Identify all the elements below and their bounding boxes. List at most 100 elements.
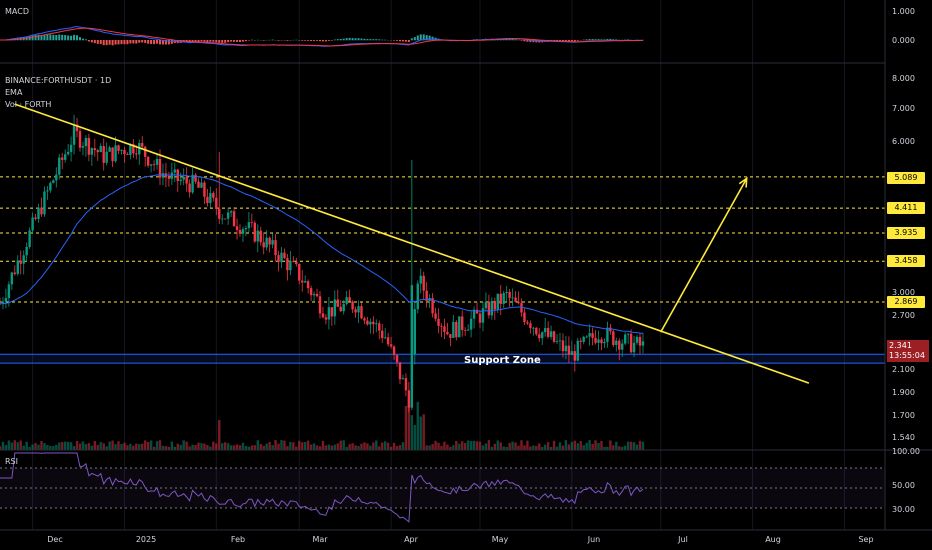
volume-bar [538,443,541,450]
candle-body [463,329,467,331]
price-axis-label: 2.100 [892,365,915,374]
volume-bar [496,440,499,450]
macd-bar [206,40,209,43]
volume-bar [280,440,283,450]
volume-bar [523,445,526,450]
volume-bar [164,446,168,450]
macd-bar [250,39,253,41]
volume-bar [81,441,85,450]
volume-bar [529,446,532,450]
volume-bar [312,443,316,450]
volume-bar [615,441,618,450]
volume-bar [4,445,8,450]
volume-bar [277,443,280,450]
volume-bar [170,441,174,450]
candle-body [573,351,577,361]
candle-body [535,327,538,335]
volume-bar [440,446,443,450]
price-axis-label: 3.000 [892,288,915,297]
volume-bar [386,442,390,450]
volume-bar [333,444,337,450]
candle-body [404,378,408,391]
price-axis-label: 1.540 [892,433,915,442]
volume-bar [229,445,233,450]
macd-bar [363,38,366,41]
volume-bar [105,446,108,450]
volume-bar [469,441,473,450]
macd-title[interactable]: MACD [5,7,29,16]
rsi-title[interactable]: RSI [5,457,18,466]
candle-body [594,337,597,343]
candle-body [357,306,360,313]
ema-title[interactable]: EMA [5,88,23,97]
volume-bar [232,445,236,450]
macd-bar [132,40,135,44]
candle-body [10,272,14,285]
candle-body [49,182,52,191]
macd-bar [105,40,108,46]
candle-body [141,143,144,147]
candle-body [440,325,443,327]
volume-bar [458,443,461,450]
volume-bar [478,441,482,450]
candle-body [425,290,428,301]
candle-body [552,331,556,342]
candle-body [511,297,514,299]
volume-bar [351,443,354,450]
macd-bar [407,40,410,43]
macd-bar [330,40,333,41]
candle-body [321,313,325,318]
volume-bar [301,442,304,450]
macd-bar [262,40,265,41]
candle-body [306,281,310,289]
candle-body [591,333,594,338]
volume-bar [389,446,393,450]
macd-bar [520,40,523,41]
rsi-band [0,468,885,508]
volume-bar [66,441,70,450]
candle-body [212,193,215,198]
macd-bar [49,34,52,41]
candle-body [16,260,19,274]
macd-bar [360,38,363,41]
macd-bar [81,38,84,41]
candle-body [179,179,182,182]
candle-body [81,146,85,148]
volume-bar [505,446,508,450]
volume-title[interactable]: Vol · FORTH [5,100,52,109]
macd-bar [194,40,197,42]
candle-body [90,148,94,155]
candle-body [1,301,5,304]
arrow-shaft [660,178,748,333]
symbol-title[interactable]: BINANCE:FORTHUSDT · 1D [5,76,112,85]
volume-bar [392,442,396,450]
candle-body [84,137,88,147]
macd-bar [425,35,428,41]
price-axis-label: 8.000 [892,74,915,83]
current-price: 2.341 [889,341,912,350]
macd-bar [313,40,316,41]
macd-bar [120,40,123,45]
volume-bar [475,441,479,450]
candle-body [280,252,283,263]
candle-body [167,177,171,179]
macd-bar [523,40,526,42]
volume-bar [466,440,470,450]
macd-bar [588,39,591,41]
macd-bar [227,40,230,43]
candle-body [523,312,526,323]
candle-body [241,229,245,234]
candle-body [309,288,313,296]
candle-body [61,157,64,160]
macd-bar [73,34,76,41]
volume-bar [318,446,322,450]
candle-body [484,302,488,309]
macd-bar [342,38,345,41]
candle-body [538,334,541,339]
volume-bar [253,445,257,450]
candle-body [481,308,485,323]
candle-body [549,331,553,337]
macd-bar [209,40,212,42]
candle-body [268,237,271,245]
